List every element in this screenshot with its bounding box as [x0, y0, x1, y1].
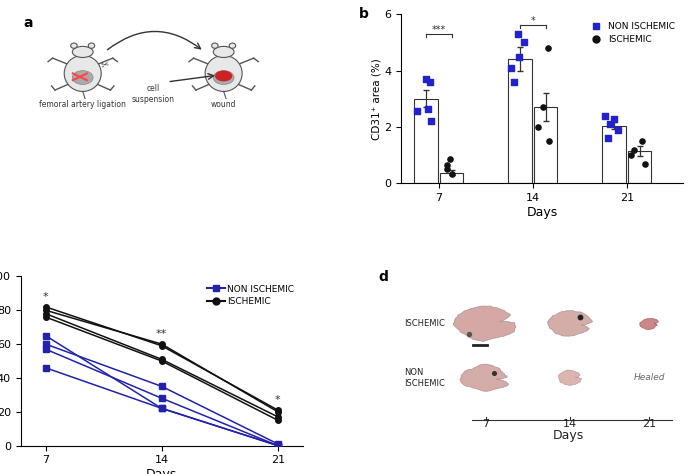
- Point: [629, 146, 640, 153]
- Point: [518, 38, 529, 46]
- Text: **: **: [156, 329, 167, 339]
- Point: [446, 170, 457, 177]
- Text: 14: 14: [563, 419, 578, 429]
- Text: ✂: ✂: [99, 59, 110, 70]
- Ellipse shape: [213, 71, 234, 84]
- Point: [513, 30, 524, 38]
- Text: *: *: [43, 292, 48, 302]
- Point: [613, 126, 624, 134]
- Text: 21: 21: [642, 419, 656, 429]
- Point: [575, 313, 586, 321]
- Point: [600, 112, 611, 119]
- Text: b: b: [359, 8, 369, 21]
- Ellipse shape: [70, 43, 77, 48]
- Text: 7: 7: [482, 419, 489, 429]
- Ellipse shape: [205, 55, 242, 91]
- X-axis label: Days: Days: [146, 468, 177, 474]
- Ellipse shape: [72, 71, 93, 84]
- Point: [532, 123, 543, 131]
- Point: [640, 160, 651, 167]
- Text: *: *: [275, 395, 281, 405]
- Circle shape: [216, 71, 232, 81]
- Point: [506, 64, 517, 72]
- Point: [609, 115, 620, 122]
- Ellipse shape: [229, 43, 236, 48]
- Text: cell
suspension: cell suspension: [132, 84, 175, 104]
- Text: Days: Days: [553, 429, 584, 442]
- Point: [412, 108, 423, 115]
- Point: [425, 118, 436, 125]
- Y-axis label: CD31⁺ area (%): CD31⁺ area (%): [372, 58, 382, 140]
- Point: [442, 165, 453, 173]
- Polygon shape: [558, 370, 582, 385]
- Text: wound: wound: [211, 100, 237, 109]
- Point: [464, 330, 475, 337]
- Point: [509, 78, 520, 86]
- Text: ***: ***: [432, 25, 446, 35]
- Point: [513, 53, 524, 60]
- Point: [444, 155, 455, 163]
- Point: [626, 151, 637, 159]
- Ellipse shape: [212, 43, 218, 48]
- Text: a: a: [23, 16, 33, 30]
- Point: [604, 120, 615, 128]
- Point: [602, 135, 613, 142]
- Bar: [602, 126, 626, 183]
- Polygon shape: [453, 306, 516, 341]
- Bar: [440, 173, 464, 183]
- Bar: [508, 59, 531, 183]
- Point: [543, 137, 554, 145]
- Polygon shape: [640, 319, 658, 329]
- Ellipse shape: [64, 55, 101, 91]
- Point: [538, 103, 549, 111]
- Bar: [414, 99, 437, 183]
- Point: [489, 369, 500, 377]
- Point: [442, 161, 453, 169]
- Ellipse shape: [213, 46, 234, 57]
- Text: ISCHEMIC: ISCHEMIC: [404, 319, 445, 328]
- Ellipse shape: [88, 43, 95, 48]
- Bar: [628, 151, 651, 183]
- Ellipse shape: [72, 46, 93, 57]
- Point: [543, 44, 554, 52]
- Text: Healed: Healed: [633, 374, 665, 383]
- Point: [420, 75, 431, 83]
- X-axis label: Days: Days: [526, 206, 558, 219]
- Point: [425, 78, 436, 86]
- Text: *: *: [531, 16, 535, 26]
- Polygon shape: [460, 364, 509, 392]
- Legend: NON ISCHEMIC, ISCHEMIC: NON ISCHEMIC, ISCHEMIC: [584, 19, 678, 47]
- Text: d: d: [379, 270, 388, 283]
- Text: femoral artery ligation: femoral artery ligation: [39, 100, 126, 109]
- Point: [423, 105, 434, 112]
- Legend: NON ISCHEMIC, ISCHEMIC: NON ISCHEMIC, ISCHEMIC: [203, 281, 298, 310]
- Bar: [534, 107, 558, 183]
- Text: NON
ISCHEMIC: NON ISCHEMIC: [404, 368, 445, 388]
- Point: [636, 137, 647, 145]
- Polygon shape: [547, 310, 593, 336]
